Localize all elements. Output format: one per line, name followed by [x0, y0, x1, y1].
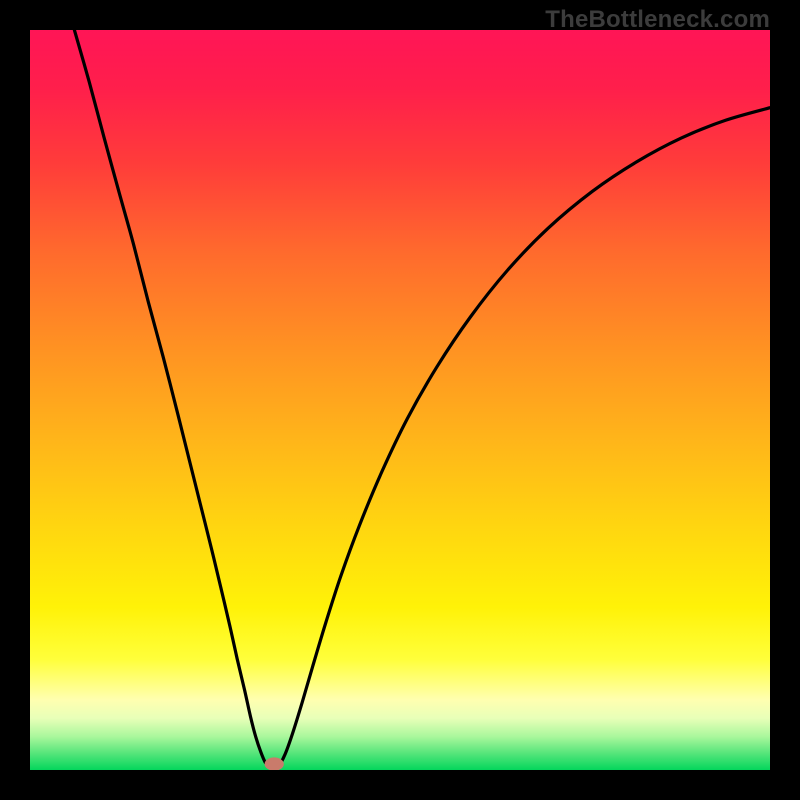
chart-container: TheBottleneck.com [0, 0, 800, 800]
watermark-text: TheBottleneck.com [545, 6, 770, 34]
bottleneck-curve [30, 30, 770, 770]
curve-path [74, 30, 770, 770]
